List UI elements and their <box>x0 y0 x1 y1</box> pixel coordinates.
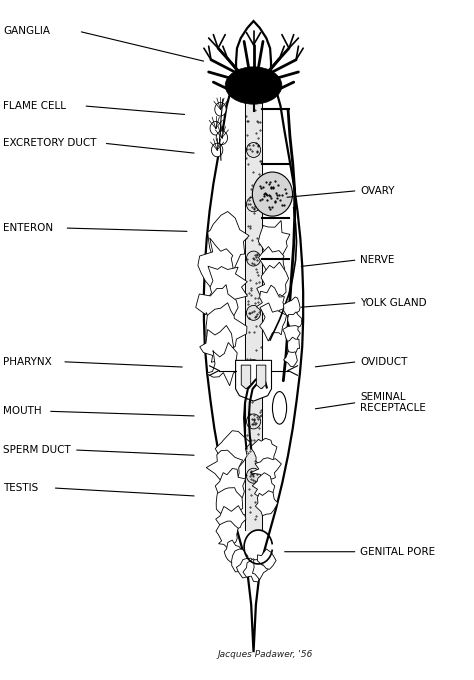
Polygon shape <box>207 266 247 309</box>
Polygon shape <box>245 69 262 530</box>
Polygon shape <box>243 559 263 582</box>
Text: MOUTH: MOUTH <box>3 406 42 416</box>
Ellipse shape <box>246 414 261 429</box>
Polygon shape <box>216 488 243 517</box>
Text: ENTERON: ENTERON <box>3 223 53 233</box>
Text: OVIDUCT: OVIDUCT <box>360 357 407 367</box>
Polygon shape <box>208 211 249 271</box>
Polygon shape <box>253 559 269 579</box>
Ellipse shape <box>246 469 261 483</box>
Polygon shape <box>258 220 290 262</box>
Ellipse shape <box>246 143 261 158</box>
Polygon shape <box>236 360 272 401</box>
Polygon shape <box>216 506 246 530</box>
Polygon shape <box>252 473 275 498</box>
Polygon shape <box>237 558 254 578</box>
Text: EXCRETORY DUCT: EXCRETORY DUCT <box>3 138 97 148</box>
Ellipse shape <box>252 172 292 216</box>
Polygon shape <box>232 549 248 572</box>
Polygon shape <box>288 337 300 354</box>
Text: SEMINAL
RECEPTACLE: SEMINAL RECEPTACLE <box>360 392 426 413</box>
Text: NERVE: NERVE <box>360 255 394 265</box>
Polygon shape <box>250 458 282 481</box>
Polygon shape <box>256 365 266 389</box>
Ellipse shape <box>246 251 261 266</box>
Polygon shape <box>216 521 238 548</box>
Polygon shape <box>210 122 221 135</box>
Polygon shape <box>198 238 235 290</box>
Polygon shape <box>256 285 287 315</box>
Text: PHARYNX: PHARYNX <box>3 357 52 367</box>
Polygon shape <box>257 549 276 569</box>
Polygon shape <box>204 21 303 652</box>
Polygon shape <box>206 303 247 353</box>
Ellipse shape <box>225 67 282 104</box>
Polygon shape <box>241 365 251 389</box>
Text: SPERM DUCT: SPERM DUCT <box>3 445 71 455</box>
Polygon shape <box>283 326 301 343</box>
Polygon shape <box>206 343 242 386</box>
Ellipse shape <box>273 392 287 424</box>
Text: TESTIS: TESTIS <box>3 483 38 493</box>
Text: GANGLIA: GANGLIA <box>3 27 50 36</box>
Polygon shape <box>200 326 234 367</box>
Polygon shape <box>255 491 278 515</box>
Polygon shape <box>257 262 289 303</box>
Text: OVARY: OVARY <box>360 186 394 196</box>
Polygon shape <box>196 285 238 330</box>
Text: YOLK GLAND: YOLK GLAND <box>360 298 427 307</box>
Text: Jacques Padawer, '56: Jacques Padawer, '56 <box>218 650 313 659</box>
Polygon shape <box>288 312 302 333</box>
Polygon shape <box>211 143 223 157</box>
Polygon shape <box>215 469 246 503</box>
Polygon shape <box>206 450 243 484</box>
Ellipse shape <box>246 197 261 211</box>
Text: GENITAL PORE: GENITAL PORE <box>360 547 435 557</box>
Text: FLAME CELL: FLAME CELL <box>3 101 66 111</box>
Polygon shape <box>258 247 285 278</box>
Polygon shape <box>283 352 297 367</box>
Polygon shape <box>283 297 300 318</box>
Ellipse shape <box>246 360 261 375</box>
Polygon shape <box>215 430 251 471</box>
Polygon shape <box>250 438 277 466</box>
Polygon shape <box>215 103 226 116</box>
Ellipse shape <box>246 305 261 320</box>
Polygon shape <box>224 540 243 563</box>
Polygon shape <box>260 303 286 341</box>
Polygon shape <box>216 131 228 145</box>
